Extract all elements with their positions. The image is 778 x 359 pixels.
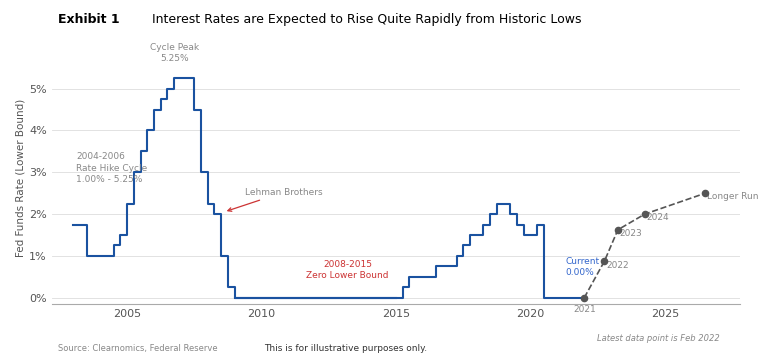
Point <box>612 227 624 233</box>
Text: 2023: 2023 <box>620 229 643 238</box>
Point <box>699 190 712 196</box>
Text: 2004-2006
Rate Hike Cycle
1.00% - 5.25%: 2004-2006 Rate Hike Cycle 1.00% - 5.25% <box>76 152 147 185</box>
Y-axis label: Fed Funds Rate (Lower Bound): Fed Funds Rate (Lower Bound) <box>15 98 25 257</box>
Point <box>598 258 611 264</box>
Text: Source: Clearnomics, Federal Reserve: Source: Clearnomics, Federal Reserve <box>58 344 218 353</box>
Text: Longer Run: Longer Run <box>707 192 759 201</box>
Text: Lehman Brothers: Lehman Brothers <box>228 187 323 211</box>
Text: Exhibit 1: Exhibit 1 <box>58 13 120 25</box>
Text: Interest Rates are Expected to Rise Quite Rapidly from Historic Lows: Interest Rates are Expected to Rise Quit… <box>152 13 582 25</box>
Text: 2022: 2022 <box>606 261 629 270</box>
Text: 2024: 2024 <box>647 213 669 222</box>
Text: 2008-2015
Zero Lower Bound: 2008-2015 Zero Lower Bound <box>307 260 389 280</box>
Point <box>639 211 651 217</box>
Text: Current
0.00%: Current 0.00% <box>566 257 600 277</box>
Text: Cycle Peak
5.25%: Cycle Peak 5.25% <box>149 43 198 63</box>
Point <box>578 295 591 300</box>
Text: 2021: 2021 <box>573 305 596 314</box>
Text: This is for illustrative purposes only.: This is for illustrative purposes only. <box>265 344 428 353</box>
Text: Latest data point is Feb 2022: Latest data point is Feb 2022 <box>597 334 720 343</box>
